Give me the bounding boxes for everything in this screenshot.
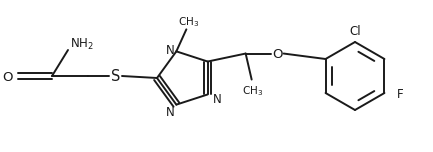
- Text: CH$_3$: CH$_3$: [242, 85, 263, 98]
- Text: CH$_3$: CH$_3$: [178, 15, 199, 29]
- Text: F: F: [397, 88, 403, 101]
- Text: N: N: [213, 93, 221, 106]
- Text: N: N: [165, 106, 174, 119]
- Text: NH$_2$: NH$_2$: [70, 36, 94, 52]
- Text: Cl: Cl: [349, 25, 361, 38]
- Text: S: S: [111, 69, 121, 84]
- Text: O: O: [272, 48, 283, 60]
- Text: N: N: [165, 44, 174, 57]
- Text: O: O: [3, 71, 13, 84]
